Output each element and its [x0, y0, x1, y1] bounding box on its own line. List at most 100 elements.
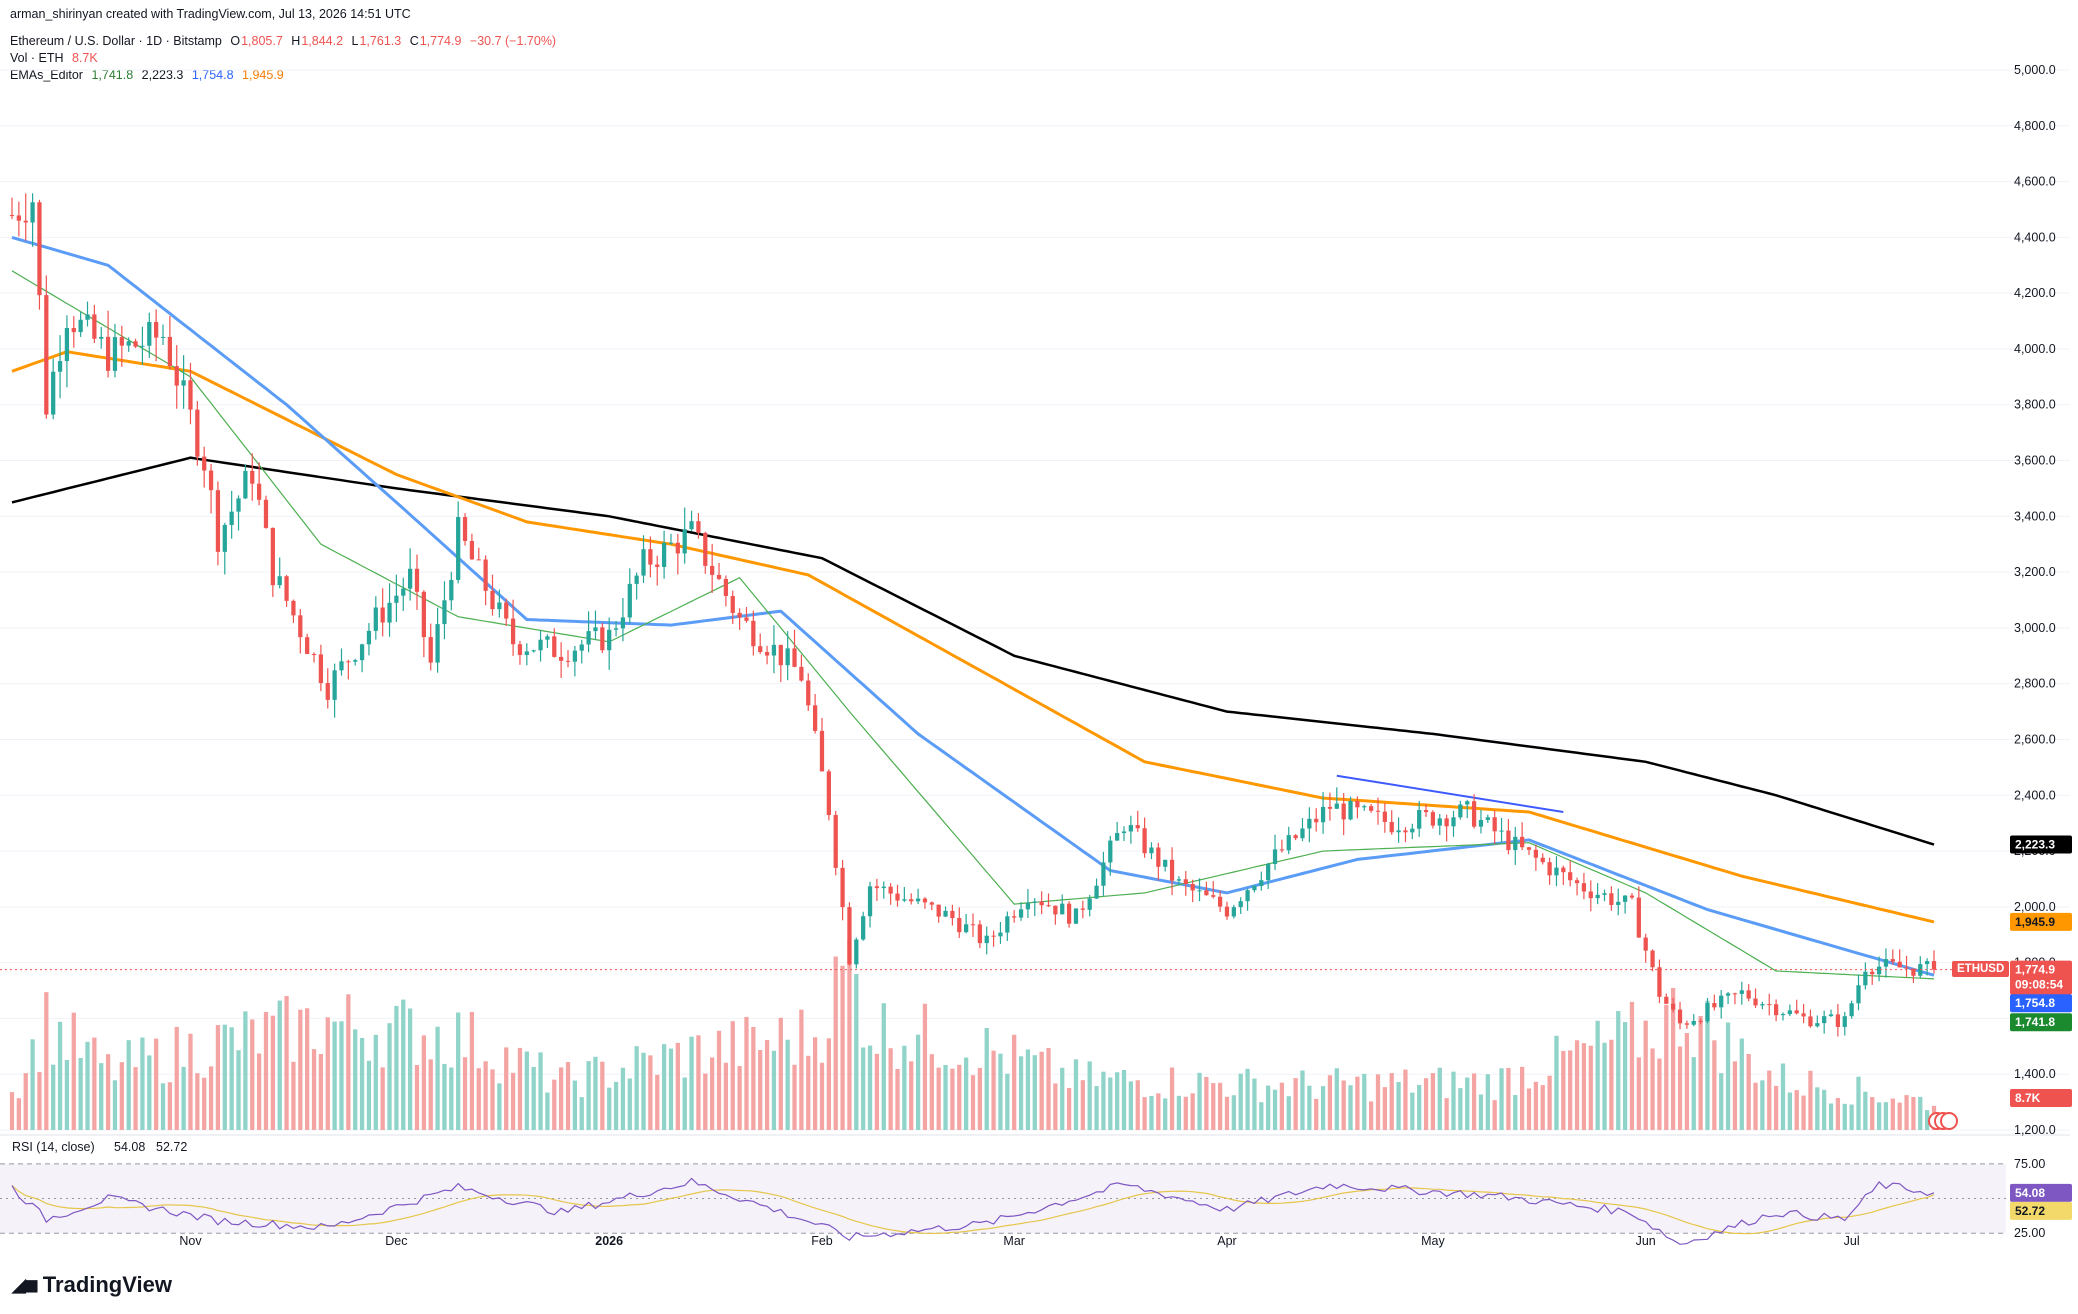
- candle-body: [1341, 803, 1346, 820]
- volume-bar: [1746, 1054, 1751, 1130]
- candle-body: [380, 607, 385, 623]
- volume-bar: [1334, 1068, 1339, 1130]
- price-tick-label: 3,800.0: [2014, 398, 2056, 412]
- ema-line: [11, 270, 1935, 980]
- candle-body: [1320, 806, 1326, 823]
- volume-bar: [1320, 1086, 1326, 1130]
- volume-bar: [1581, 1043, 1587, 1130]
- ema-legend-label[interactable]: EMAs_Editor: [10, 68, 83, 82]
- candle-body: [1060, 903, 1065, 915]
- candle-body: [730, 595, 735, 613]
- volume-bar: [373, 1034, 378, 1130]
- volume-tag-bg: [2010, 1089, 2072, 1107]
- volume-legend-label[interactable]: Vol · ETH: [10, 51, 64, 65]
- volume-bar: [1444, 1098, 1449, 1130]
- candle-body: [737, 612, 742, 618]
- rsi-level-label: 25.00: [2014, 1226, 2045, 1240]
- volume-bar: [1128, 1081, 1134, 1130]
- candle-body: [449, 579, 454, 601]
- volume-bar: [1135, 1080, 1140, 1130]
- trendline[interactable]: [1336, 774, 1564, 813]
- volume-bar: [1918, 1096, 1923, 1130]
- candle-body: [696, 521, 701, 533]
- candle-body: [895, 893, 900, 901]
- volume-bar: [462, 1057, 468, 1130]
- candle-body: [1849, 1003, 1854, 1017]
- candle-body: [1828, 1014, 1834, 1017]
- price-tick-label: 4,000.0: [2014, 342, 2056, 356]
- candle-body: [490, 590, 495, 610]
- candle-body: [1314, 818, 1319, 823]
- volume-bar: [510, 1072, 516, 1130]
- volume-bar: [1725, 1022, 1731, 1130]
- candle-body: [78, 319, 83, 333]
- candle-body: [373, 607, 378, 631]
- volume-bar: [1314, 1098, 1319, 1130]
- volume-legend: Vol · ETH 8.7K: [10, 51, 103, 65]
- volume-bar: [1403, 1069, 1408, 1130]
- volume-bar: [1925, 1110, 1930, 1130]
- time-tick-label: Dec: [385, 1234, 407, 1248]
- candle-body: [256, 483, 262, 500]
- candle-body: [435, 624, 440, 663]
- volume-bar: [1828, 1103, 1834, 1130]
- ema-50-line: [11, 235, 1935, 977]
- volume-bar: [998, 1053, 1003, 1130]
- candle-body: [716, 574, 722, 579]
- volume-bar: [359, 1037, 365, 1130]
- candle-body: [1012, 916, 1017, 918]
- volume-bar: [799, 1009, 804, 1130]
- volume-bar: [1169, 1067, 1175, 1130]
- candle-body: [366, 630, 372, 645]
- volume-bar: [1773, 1085, 1779, 1130]
- ohlc-open: 1,805.7: [241, 34, 283, 48]
- candle-body: [1931, 961, 1937, 970]
- symbol-title[interactable]: Ethereum / U.S. Dollar · 1D · Bitstamp: [10, 34, 222, 48]
- candle-body: [1156, 847, 1161, 867]
- volume-bar: [909, 1061, 914, 1130]
- candle-body: [1410, 828, 1415, 833]
- candle-body: [1794, 1010, 1799, 1014]
- volume-bar: [812, 1037, 818, 1130]
- volume-bar: [977, 1067, 982, 1130]
- time-tick-label: Apr: [1217, 1234, 1236, 1248]
- volume-bar: [1622, 1022, 1628, 1130]
- candle-body: [998, 932, 1003, 937]
- price-tag-bg: [2010, 960, 2072, 995]
- candle-body: [497, 602, 502, 610]
- price-tick-label: 4,400.0: [2014, 230, 2056, 244]
- ohlc-close-label: C: [409, 34, 419, 48]
- volume-bar: [785, 1039, 790, 1130]
- candle-body: [538, 639, 543, 651]
- volume-bar: [744, 1016, 749, 1130]
- candle-body: [909, 899, 914, 902]
- candle-body: [1897, 961, 1902, 968]
- tradingview-brand[interactable]: ◢◼ TradingView: [12, 1272, 172, 1298]
- volume-bar: [1005, 1073, 1010, 1130]
- candle-body: [826, 771, 831, 816]
- candle-body: [1870, 971, 1875, 975]
- price-tick-label: 3,400.0: [2014, 509, 2056, 523]
- volume-bar: [1327, 1075, 1333, 1130]
- volume-bar: [504, 1047, 509, 1130]
- volume-bar: [1252, 1078, 1257, 1130]
- volume-bar: [236, 1050, 241, 1130]
- volume-bar: [92, 1037, 97, 1130]
- candle-body: [764, 652, 770, 656]
- volume-bar: [1904, 1095, 1909, 1130]
- volume-bar: [620, 1067, 626, 1130]
- volume-bar: [1307, 1085, 1312, 1130]
- candle-body: [1629, 895, 1635, 898]
- candle-body: [600, 627, 605, 651]
- candle-body: [1259, 880, 1264, 886]
- volume-bar: [1389, 1073, 1394, 1130]
- volume-bar: [771, 1050, 777, 1130]
- candle-body: [1238, 901, 1243, 908]
- volume-bar: [929, 1054, 934, 1130]
- candle-body: [1568, 872, 1573, 881]
- candle-body: [552, 636, 557, 657]
- candle-body: [1767, 1004, 1772, 1006]
- candle-body: [559, 656, 564, 661]
- volume-bar: [1375, 1074, 1381, 1130]
